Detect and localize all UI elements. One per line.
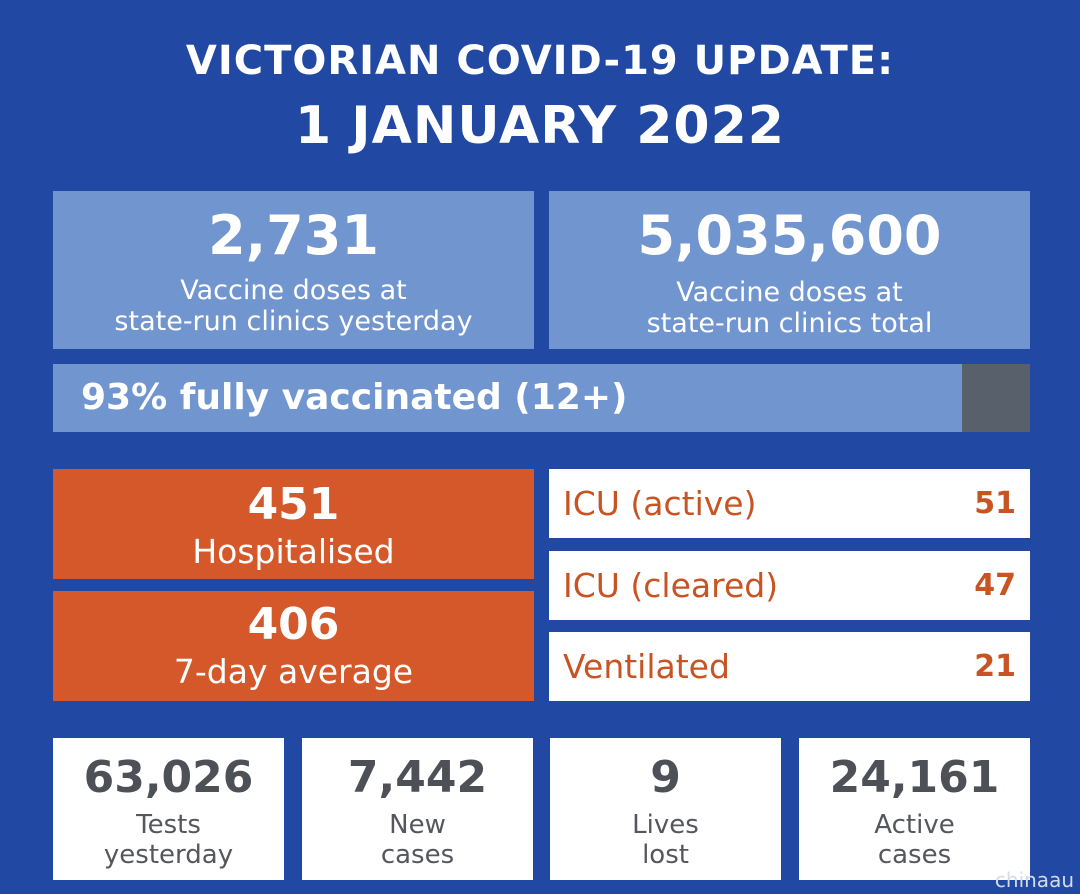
- new-cases-card: 7,442 New cases: [302, 738, 533, 880]
- icu-cleared-row: ICU (cleared) 47: [549, 551, 1030, 620]
- tests-yesterday-label-2: yesterday: [103, 840, 234, 870]
- seven-day-average-label: 7-day average: [173, 652, 414, 691]
- tests-yesterday-label-1: Tests: [136, 810, 201, 840]
- icu-active-row: ICU (active) 51: [549, 469, 1030, 538]
- icu-active-value: 51: [974, 486, 1016, 521]
- page-title-line1: VICTORIAN COVID-19 UPDATE:: [185, 38, 895, 84]
- hospitalised-label: Hospitalised: [192, 532, 395, 571]
- lives-lost-value: 9: [650, 752, 681, 803]
- vaccine-yesterday-label-2: state-run clinics yesterday: [114, 306, 473, 337]
- vaccine-yesterday-label-1: Vaccine doses at: [180, 275, 407, 306]
- tests-yesterday-card: 63,026 Tests yesterday: [53, 738, 284, 880]
- tests-yesterday-value: 63,026: [83, 752, 254, 803]
- vaccine-total-panel: 5,035,600 Vaccine doses at state-run cli…: [549, 191, 1030, 349]
- vaccine-yesterday-panel: 2,731 Vaccine doses at state-run clinics…: [53, 191, 534, 349]
- new-cases-label-2: cases: [380, 840, 455, 870]
- lives-lost-label-1: Lives: [632, 810, 699, 840]
- vaccine-total-label-1: Vaccine doses at: [676, 277, 903, 308]
- seven-day-average-panel: 406 7-day average: [53, 591, 534, 701]
- lives-lost-label-2: lost: [642, 840, 689, 870]
- hospitalised-panel: 451 Hospitalised: [53, 469, 534, 579]
- icu-active-label: ICU (active): [563, 484, 757, 523]
- ventilated-value: 21: [974, 649, 1016, 684]
- page-title-date: 1 JANUARY 2022: [295, 96, 785, 156]
- vaccine-total-value: 5,035,600: [637, 204, 942, 267]
- new-cases-label-1: New: [389, 810, 446, 840]
- active-cases-value: 24,161: [829, 752, 1000, 803]
- ventilated-label: Ventilated: [563, 647, 730, 686]
- icu-cleared-value: 47: [974, 568, 1016, 603]
- active-cases-label-2: cases: [877, 840, 952, 870]
- fully-vaccinated-label: 93% fully vaccinated (12+): [81, 377, 628, 418]
- seven-day-average-value: 406: [247, 599, 340, 650]
- icu-cleared-label: ICU (cleared): [563, 566, 779, 605]
- lives-lost-card: 9 Lives lost: [550, 738, 781, 880]
- new-cases-value: 7,442: [347, 752, 488, 803]
- vaccine-total-label-2: state-run clinics total: [646, 308, 933, 339]
- vaccine-yesterday-value: 2,731: [208, 204, 379, 267]
- ventilated-row: Ventilated 21: [549, 632, 1030, 701]
- active-cases-label-1: Active: [874, 810, 955, 840]
- watermark: chinaau: [994, 868, 1074, 892]
- hospitalised-value: 451: [247, 479, 340, 530]
- fully-vaccinated-progress-bar: 93% fully vaccinated (12+): [53, 364, 1030, 432]
- fully-vaccinated-progress-fill: [53, 364, 962, 432]
- active-cases-card: 24,161 Active cases: [799, 738, 1030, 880]
